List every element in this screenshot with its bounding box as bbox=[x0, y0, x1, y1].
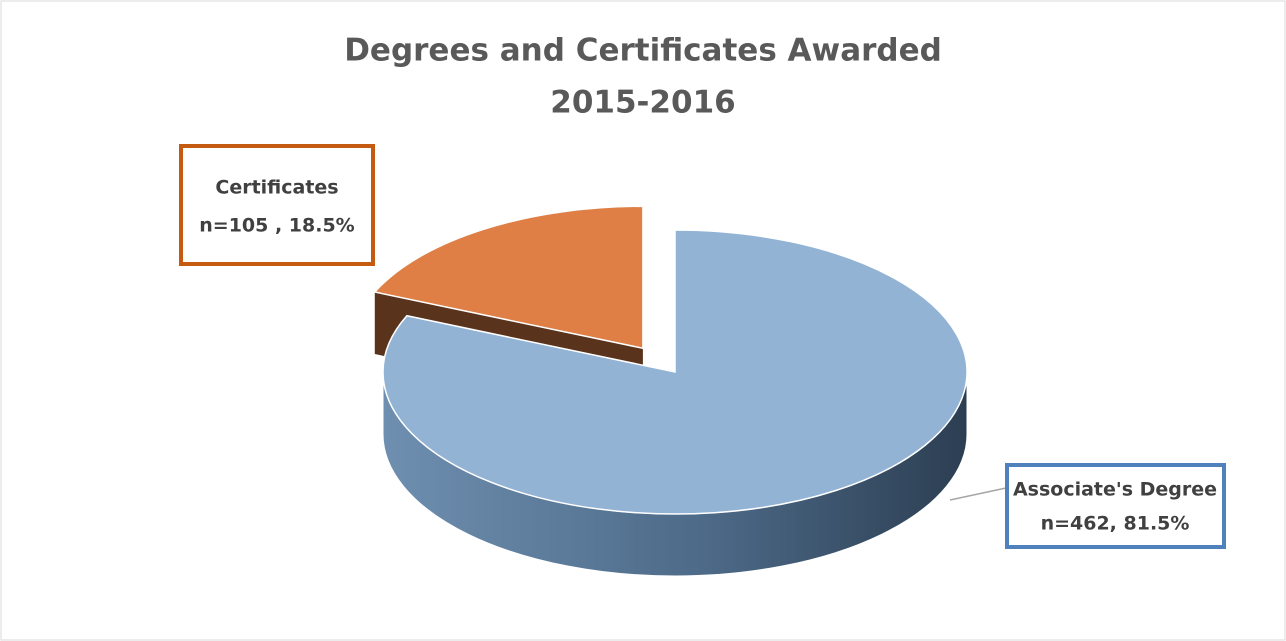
pie bbox=[373, 205, 968, 577]
chart-title: Degrees and Certificates Awarded bbox=[344, 33, 942, 69]
category-label: Associate's Degree bbox=[1013, 479, 1217, 501]
label-box bbox=[179, 144, 375, 266]
category-label: Certificates bbox=[215, 177, 338, 199]
value-label: n=462, 81.5% bbox=[1041, 513, 1190, 535]
slice bbox=[373, 205, 644, 350]
value-label: n=105 , 18.5% bbox=[199, 215, 354, 237]
slice bbox=[382, 229, 968, 515]
chart-title: 2015-2016 bbox=[550, 85, 735, 121]
leader-line bbox=[949, 487, 1007, 501]
label-box bbox=[1005, 463, 1226, 549]
